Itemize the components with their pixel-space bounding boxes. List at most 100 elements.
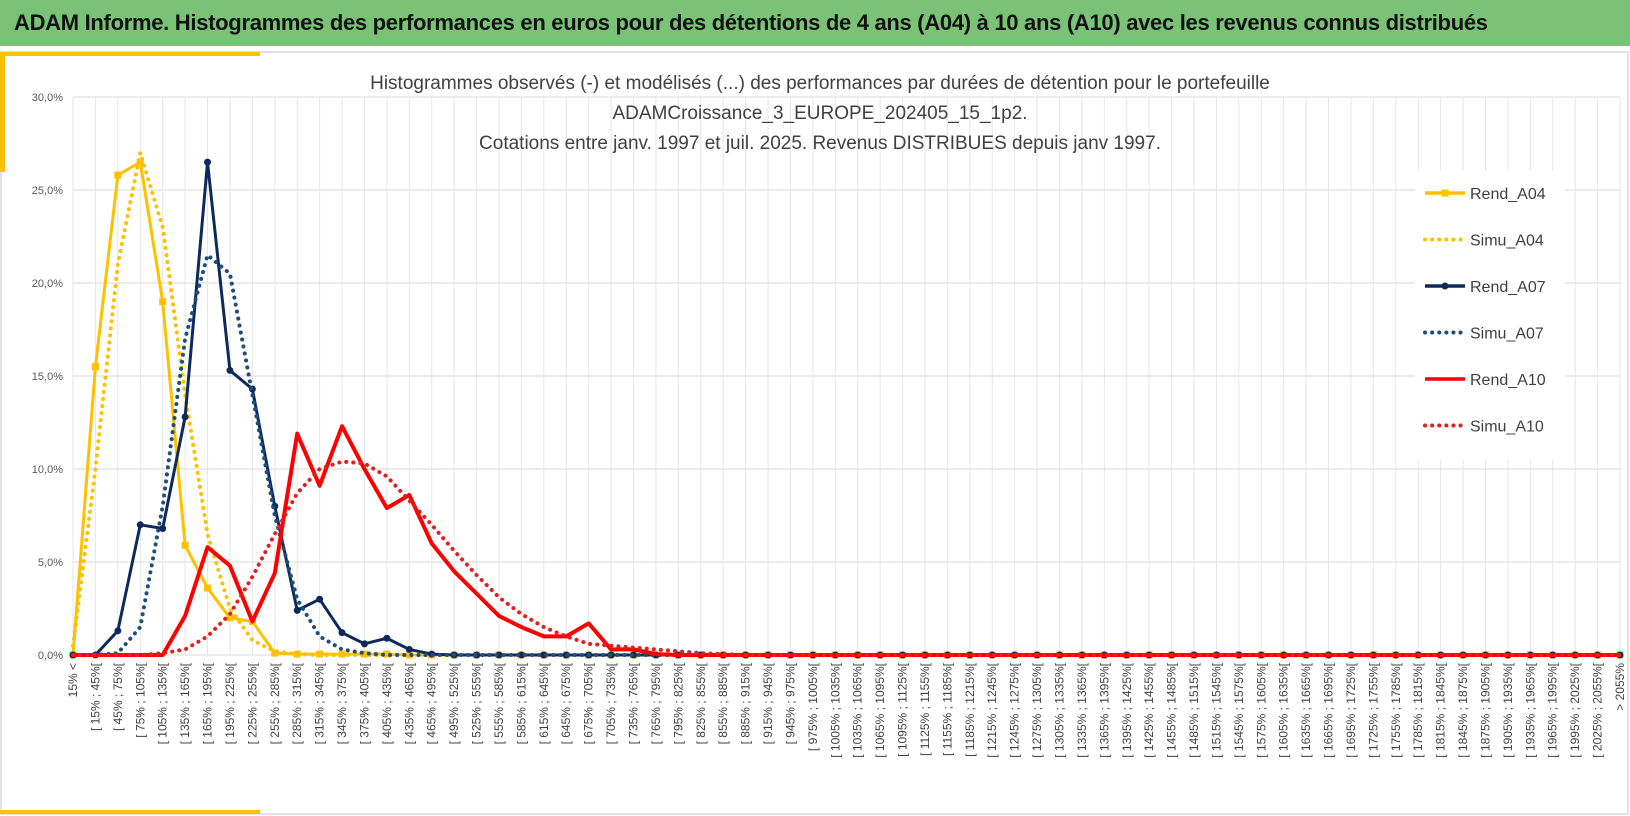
point <box>204 158 212 166</box>
x-tick-label: [ 1935% ; 1965%[ <box>1523 662 1537 757</box>
x-tick-label: [ 225% ; 255%[ <box>245 662 259 744</box>
legend-label: Simu_A07 <box>1470 326 1544 343</box>
point <box>517 651 525 659</box>
chart-title: ADAMCroissance_3_EUROPE_202405_15_1p2. <box>612 103 1027 124</box>
header-bar: ADAM Informe. Histogrammes des performan… <box>0 0 1630 46</box>
chart-title: Cotations entre janv. 1997 et juil. 2025… <box>479 133 1161 154</box>
point <box>159 298 167 306</box>
frame-accent <box>0 52 5 172</box>
point <box>383 634 391 642</box>
x-tick-label: [ 45% ; 75%[ <box>111 662 125 731</box>
x-tick-label: [ 675% ; 705%[ <box>582 662 596 744</box>
point <box>338 629 346 637</box>
point <box>383 650 391 658</box>
x-tick-label: [ 495% ; 525%[ <box>447 662 461 744</box>
point <box>114 627 122 635</box>
legend-box <box>1415 171 1565 460</box>
point <box>226 366 234 374</box>
x-tick-label: [ 195% ; 225%[ <box>223 662 237 744</box>
x-tick-label: [ 1455% ; 1485%[ <box>1165 662 1179 757</box>
legend-label: Rend_A04 <box>1470 186 1546 203</box>
legend-label: Rend_A10 <box>1470 372 1546 389</box>
x-tick-label: [ 465% ; 495%[ <box>425 662 439 744</box>
x-tick-label: [ 255% ; 285%[ <box>268 662 282 744</box>
x-tick-label: [ 1905% ; 1935%[ <box>1501 662 1515 757</box>
x-tick-label: [ 615% ; 645%[ <box>537 662 551 744</box>
y-tick-label: 10,0% <box>32 464 63 476</box>
chart-title: Histogrammes observés (-) et modélisés (… <box>370 73 1270 94</box>
legend-marker <box>1441 189 1449 197</box>
x-tick-label: [ 765% ; 795%[ <box>649 662 663 744</box>
x-tick-label: [ 1725% ; 1755%[ <box>1366 662 1380 757</box>
x-tick-label: [ 1395% ; 1425%[ <box>1120 662 1134 757</box>
x-tick-label: [ 345% ; 375%[ <box>335 662 349 744</box>
x-tick-label: [ 1155% ; 1185%[ <box>940 662 954 756</box>
point <box>159 525 167 533</box>
y-tick-label: 0,0% <box>38 650 63 662</box>
x-tick-label: [ 1965% ; 1995%[ <box>1546 662 1560 757</box>
point <box>405 651 413 659</box>
x-tick-label: [ 1245% ; 1275%[ <box>1008 662 1022 757</box>
x-tick-label: [ 1035% ; 1065%[ <box>851 662 865 757</box>
x-tick-label: [ 1845% ; 1875%[ <box>1456 662 1470 757</box>
x-tick-label: [ 15% ; 45%[ <box>88 662 102 731</box>
point <box>316 595 324 603</box>
x-tick-label: [ 1575% ; 1605%[ <box>1254 662 1268 757</box>
point <box>405 645 413 653</box>
x-tick-label: [ 1635% ; 1665%[ <box>1299 662 1313 757</box>
series-line <box>71 459 1622 657</box>
x-tick-label: [ 1215% ; 1245%[ <box>985 662 999 757</box>
x-tick-label: [ 1305% ; 1335%[ <box>1052 662 1066 757</box>
x-tick-label: [ 855% ; 885%[ <box>716 662 730 744</box>
x-tick-label: [ 1815% ; 1845%[ <box>1434 662 1448 757</box>
y-tick-label: 5,0% <box>38 557 63 569</box>
x-tick-label: [ 75% ; 105%[ <box>133 662 147 737</box>
chart-frame <box>0 51 1629 815</box>
x-tick-label: [ 555% ; 585%[ <box>492 662 506 744</box>
point <box>181 413 189 421</box>
x-tick-label: [ 1695% ; 1725%[ <box>1344 662 1358 757</box>
x-tick-label: [ 1515% ; 1545%[ <box>1209 662 1223 757</box>
point <box>226 614 234 622</box>
x-tick-label: [ 1005% ; 1035%[ <box>828 662 842 757</box>
x-tick-label: [ 795% ; 825%[ <box>671 662 685 744</box>
x-tick-label: [ 525% ; 555%[ <box>470 662 484 744</box>
x-tick-label: [ 2025% ; 2055%[ <box>1591 662 1605 757</box>
x-tick-label: [ 285% ; 315%[ <box>290 662 304 744</box>
x-tick-label: [ 375% ; 405%[ <box>357 662 371 744</box>
point <box>293 606 301 614</box>
chart: 0,0% 5,0% 10,0% 15,0% 20,0% 25,0% 30,0% 15% < [ … <box>0 51 1629 815</box>
point <box>181 541 189 549</box>
x-tick-label: [ 1755% ; 1785%[ <box>1389 662 1403 757</box>
x-tick-label: [ 645% ; 675%[ <box>559 662 573 744</box>
x-tick-label: [ 1545% ; 1575%[ <box>1232 662 1246 757</box>
x-tick-label: [ 1485% ; 1515%[ <box>1187 662 1201 757</box>
frame-accent <box>0 52 260 56</box>
frame-accent <box>0 810 260 814</box>
x-tick-label: [ 405% ; 435%[ <box>380 662 394 744</box>
y-tick-label: 15,0% <box>32 371 63 383</box>
x-tick-label: [ 705% ; 735%[ <box>604 662 618 744</box>
x-tick-label: [ 1425% ; 1455%[ <box>1142 662 1156 757</box>
point <box>136 158 144 166</box>
x-tick-label: [ 585% ; 615%[ <box>514 662 528 744</box>
x-tick-label: [ 915% ; 945%[ <box>761 662 775 744</box>
x-tick-label: [ 165% ; 195%[ <box>201 662 215 744</box>
x-tick-label: [ 435% ; 465%[ <box>402 662 416 744</box>
y-tick-label: 20,0% <box>32 278 63 290</box>
x-tick-label: [ 885% ; 915%[ <box>739 662 753 744</box>
legend-marker <box>1441 282 1449 290</box>
point <box>204 584 212 592</box>
x-tick-label: [ 1335% ; 1365%[ <box>1075 662 1089 757</box>
chart-titles: Histogrammes observés (-) et modélisés (… <box>370 73 1270 154</box>
plot <box>69 150 1624 659</box>
x-tick-label: [ 1785% ; 1815%[ <box>1411 662 1425 757</box>
x-tick-label: [ 1995% ; 2025%[ <box>1568 662 1582 757</box>
x-tick-label: [ 1665% ; 1695%[ <box>1322 662 1336 757</box>
x-tick-label: [ 975% ; 1005%[ <box>806 662 820 751</box>
legend-label: Simu_A04 <box>1470 233 1544 250</box>
x-tick-label: [ 135% ; 165%[ <box>178 662 192 744</box>
x-tick-label: [ 1185% ; 1215%[ <box>963 662 977 757</box>
point <box>91 363 99 371</box>
